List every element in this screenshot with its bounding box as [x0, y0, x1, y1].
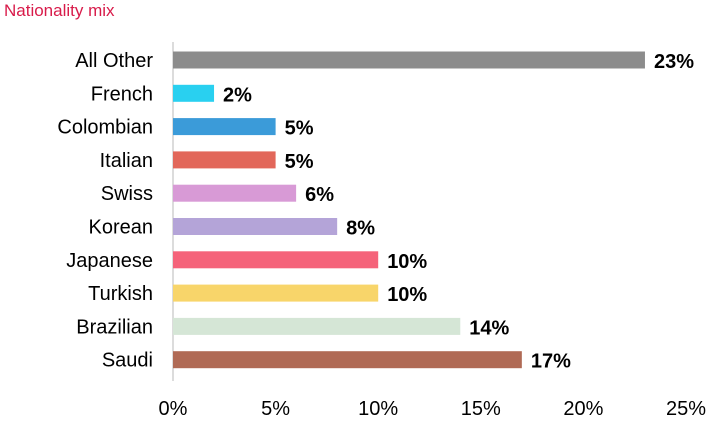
category-label: French — [91, 83, 153, 105]
category-label: All Other — [75, 50, 153, 72]
x-tick-label: 15% — [461, 398, 501, 420]
value-label: 10% — [387, 284, 427, 306]
bar-brazilian — [173, 317, 461, 335]
bar-colombian — [173, 118, 276, 136]
value-label: 8% — [346, 218, 375, 240]
x-tick-label: 25% — [666, 398, 706, 420]
category-label: Turkish — [88, 283, 153, 305]
bar-swiss — [173, 184, 297, 202]
x-tick-label: 20% — [563, 398, 603, 420]
x-tick-label: 0% — [159, 398, 188, 420]
category-label: Colombian — [57, 117, 153, 139]
value-label: 14% — [469, 317, 509, 339]
bar-saudi — [173, 351, 522, 369]
value-label: 2% — [223, 84, 252, 106]
category-label: Italian — [100, 150, 153, 172]
x-tick-label: 5% — [261, 398, 290, 420]
bar-italian — [173, 151, 276, 169]
bar-all-other — [173, 51, 645, 69]
category-label: Korean — [89, 217, 154, 239]
value-label: 5% — [285, 118, 314, 140]
value-label: 10% — [387, 251, 427, 273]
value-label: 23% — [654, 51, 694, 73]
value-label: 6% — [305, 184, 334, 206]
x-tick-label: 10% — [358, 398, 398, 420]
bar-japanese — [173, 251, 379, 269]
bar-korean — [173, 218, 338, 235]
category-label: Swiss — [101, 183, 153, 205]
bar-turkish — [173, 284, 379, 302]
category-label: Japanese — [66, 250, 153, 272]
value-label: 17% — [531, 351, 571, 373]
category-label: Brazilian — [76, 316, 153, 338]
bar-french — [173, 84, 215, 102]
value-label: 5% — [285, 151, 314, 173]
category-label: Saudi — [102, 350, 153, 372]
chart-title: Nationality mix — [4, 1, 115, 20]
